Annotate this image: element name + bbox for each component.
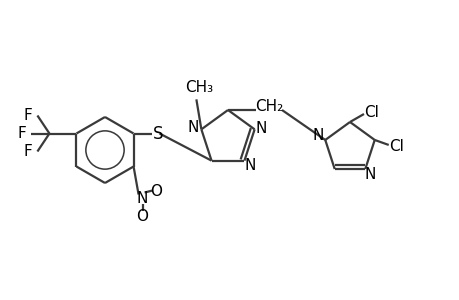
Text: N: N — [364, 167, 375, 182]
Text: Cl: Cl — [388, 140, 403, 154]
Text: Cl: Cl — [364, 104, 379, 119]
Text: O: O — [150, 184, 162, 199]
Text: F: F — [23, 144, 32, 159]
Text: F: F — [23, 108, 32, 123]
Text: N: N — [137, 191, 148, 206]
Text: N: N — [312, 128, 323, 143]
Text: N: N — [255, 121, 267, 136]
Text: O: O — [136, 209, 148, 224]
Text: CH₃: CH₃ — [185, 80, 213, 95]
Text: N: N — [187, 120, 199, 135]
Text: S: S — [153, 124, 163, 142]
Text: CH₂: CH₂ — [254, 98, 282, 113]
Text: F: F — [17, 126, 26, 141]
Text: N: N — [244, 158, 256, 173]
